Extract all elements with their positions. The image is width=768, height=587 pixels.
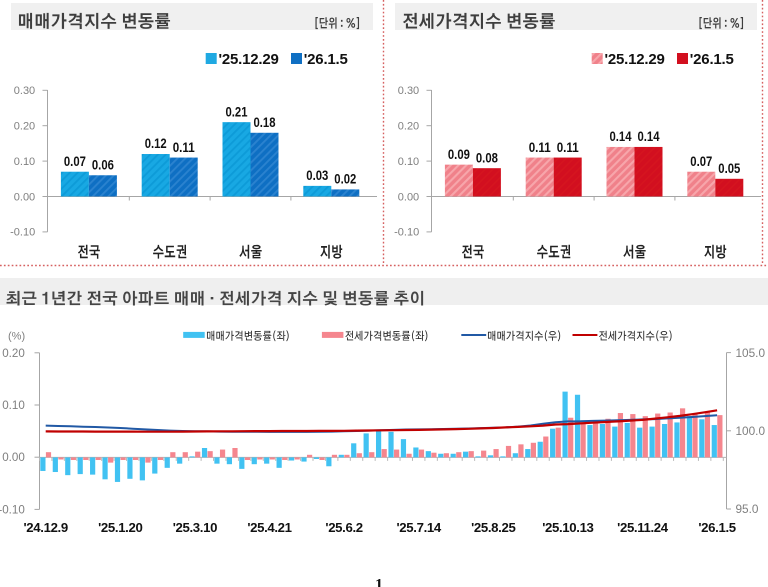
svg-text:0.02: 0.02 xyxy=(334,171,356,187)
svg-text:95.0: 95.0 xyxy=(736,502,759,516)
svg-text:100.0: 100.0 xyxy=(736,424,766,438)
svg-text:0.00: 0.00 xyxy=(14,191,35,203)
svg-text:'25.6.2: '25.6.2 xyxy=(325,520,362,535)
svg-text:0.00: 0.00 xyxy=(2,451,25,464)
svg-text:'26.1.5: '26.1.5 xyxy=(690,51,734,68)
svg-text:'25.12.29: '25.12.29 xyxy=(605,51,665,68)
svg-text:0.00: 0.00 xyxy=(398,191,419,203)
svg-text:0.10: 0.10 xyxy=(2,399,25,412)
svg-text:0.21: 0.21 xyxy=(226,103,248,119)
svg-text:0.11: 0.11 xyxy=(529,139,551,155)
svg-text:'25.1.20: '25.1.20 xyxy=(98,520,142,535)
svg-text:105.0: 105.0 xyxy=(736,346,766,360)
svg-text:0.30: 0.30 xyxy=(398,85,419,97)
svg-text:0.20: 0.20 xyxy=(14,121,35,133)
svg-text:0.09: 0.09 xyxy=(448,146,470,162)
svg-text:(%): (%) xyxy=(8,331,25,343)
svg-text:'26.1.5: '26.1.5 xyxy=(304,51,348,68)
svg-text:0.14: 0.14 xyxy=(610,128,632,144)
svg-text:0.14: 0.14 xyxy=(638,128,660,144)
svg-text:1: 1 xyxy=(375,577,383,587)
svg-text:0.10: 0.10 xyxy=(14,156,35,168)
svg-text:0.11: 0.11 xyxy=(557,139,579,155)
svg-text:0.18: 0.18 xyxy=(254,114,276,130)
svg-text:-0.10: -0.10 xyxy=(10,227,35,239)
svg-text:0.07: 0.07 xyxy=(690,153,712,169)
svg-text:0.03: 0.03 xyxy=(306,167,328,183)
svg-text:'25.11.24: '25.11.24 xyxy=(617,520,669,535)
svg-text:0.30: 0.30 xyxy=(14,85,35,97)
svg-text:0.10: 0.10 xyxy=(398,156,419,168)
svg-text:0.07: 0.07 xyxy=(64,153,86,169)
svg-text:'25.8.25: '25.8.25 xyxy=(471,520,515,535)
svg-text:0.11: 0.11 xyxy=(173,139,195,155)
svg-text:-0.10: -0.10 xyxy=(0,503,25,516)
svg-text:'25.3.10: '25.3.10 xyxy=(173,520,217,535)
svg-text:0.05: 0.05 xyxy=(718,160,740,176)
svg-text:'26.1.5: '26.1.5 xyxy=(698,520,735,535)
svg-text:'25.10.13: '25.10.13 xyxy=(542,520,593,535)
svg-text:-0.10: -0.10 xyxy=(394,227,419,239)
svg-text:'25.12.29: '25.12.29 xyxy=(219,51,279,68)
svg-text:0.06: 0.06 xyxy=(92,156,114,172)
svg-text:0.12: 0.12 xyxy=(145,135,167,151)
svg-text:'25.7.14: '25.7.14 xyxy=(397,520,442,535)
svg-text:0.20: 0.20 xyxy=(2,347,25,360)
svg-text:0.08: 0.08 xyxy=(476,149,498,165)
svg-text:'25.4.21: '25.4.21 xyxy=(247,520,291,535)
svg-text:'24.12.9: '24.12.9 xyxy=(24,520,68,535)
svg-text:0.20: 0.20 xyxy=(398,121,419,133)
